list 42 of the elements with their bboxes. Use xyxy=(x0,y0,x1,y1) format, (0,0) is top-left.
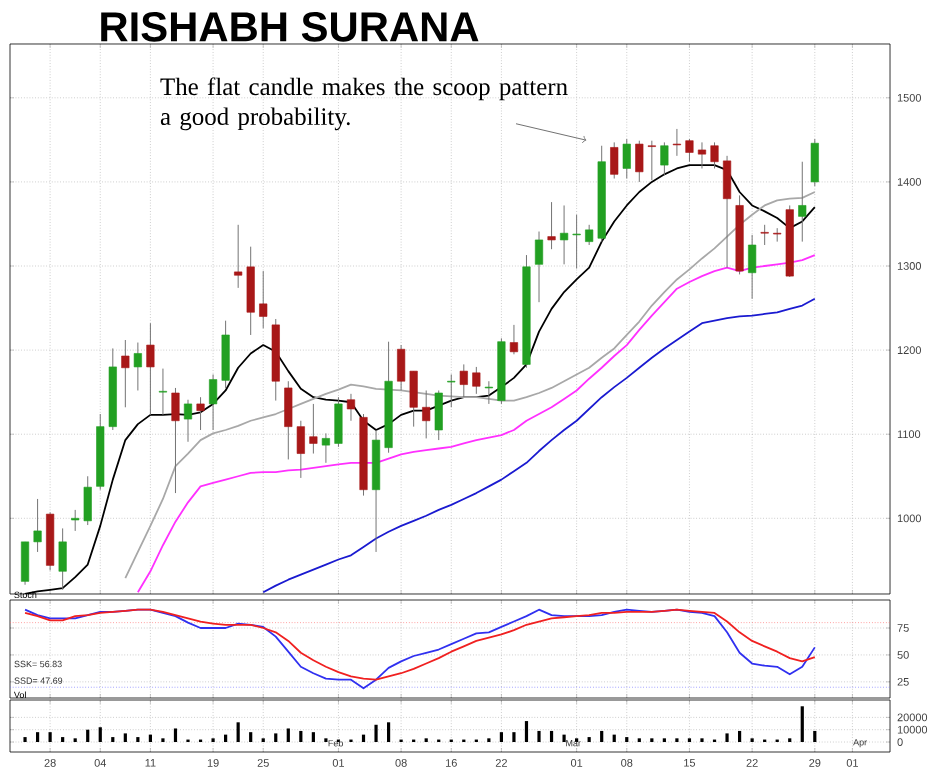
candlestick xyxy=(209,373,218,431)
candlestick xyxy=(133,342,142,391)
candlestick xyxy=(434,389,443,441)
candlestick xyxy=(509,324,518,355)
candlestick xyxy=(158,368,167,416)
candlestick xyxy=(146,322,155,416)
candlestick xyxy=(484,380,493,405)
candlestick xyxy=(309,403,318,455)
candlestick xyxy=(321,432,330,464)
candlestick xyxy=(622,138,631,180)
candlestick xyxy=(259,270,268,329)
candlestick xyxy=(672,128,681,157)
chart-title: RISHABH SURANA xyxy=(101,12,479,42)
candlestick xyxy=(472,366,481,395)
candlestick xyxy=(221,320,230,389)
candlestick xyxy=(710,141,719,169)
candlestick xyxy=(346,393,356,422)
candlestick xyxy=(685,138,694,163)
candlestick xyxy=(560,204,569,265)
candlestick xyxy=(660,141,669,176)
candlestick xyxy=(422,389,431,439)
annotation: The flat candle makes the scoop pattern a good probability. xyxy=(160,77,568,131)
candlestick xyxy=(447,373,456,408)
candlestick xyxy=(171,387,180,494)
candlestick xyxy=(58,527,67,591)
candlestick xyxy=(459,363,468,398)
candlestick xyxy=(196,396,205,431)
candlestick xyxy=(748,234,757,300)
candlestick xyxy=(572,214,581,270)
candlestick xyxy=(20,541,30,586)
candlestick xyxy=(610,141,619,180)
candlestick xyxy=(183,399,193,443)
candlestick xyxy=(697,141,707,169)
candlestick xyxy=(760,224,769,246)
candlestick xyxy=(810,138,819,187)
candlestick xyxy=(121,339,130,408)
candlestick xyxy=(334,396,343,448)
candlestick xyxy=(534,231,544,303)
candlestick xyxy=(547,201,556,250)
candlestick xyxy=(33,498,42,553)
candlestick xyxy=(798,161,807,243)
candlestick xyxy=(722,155,732,269)
